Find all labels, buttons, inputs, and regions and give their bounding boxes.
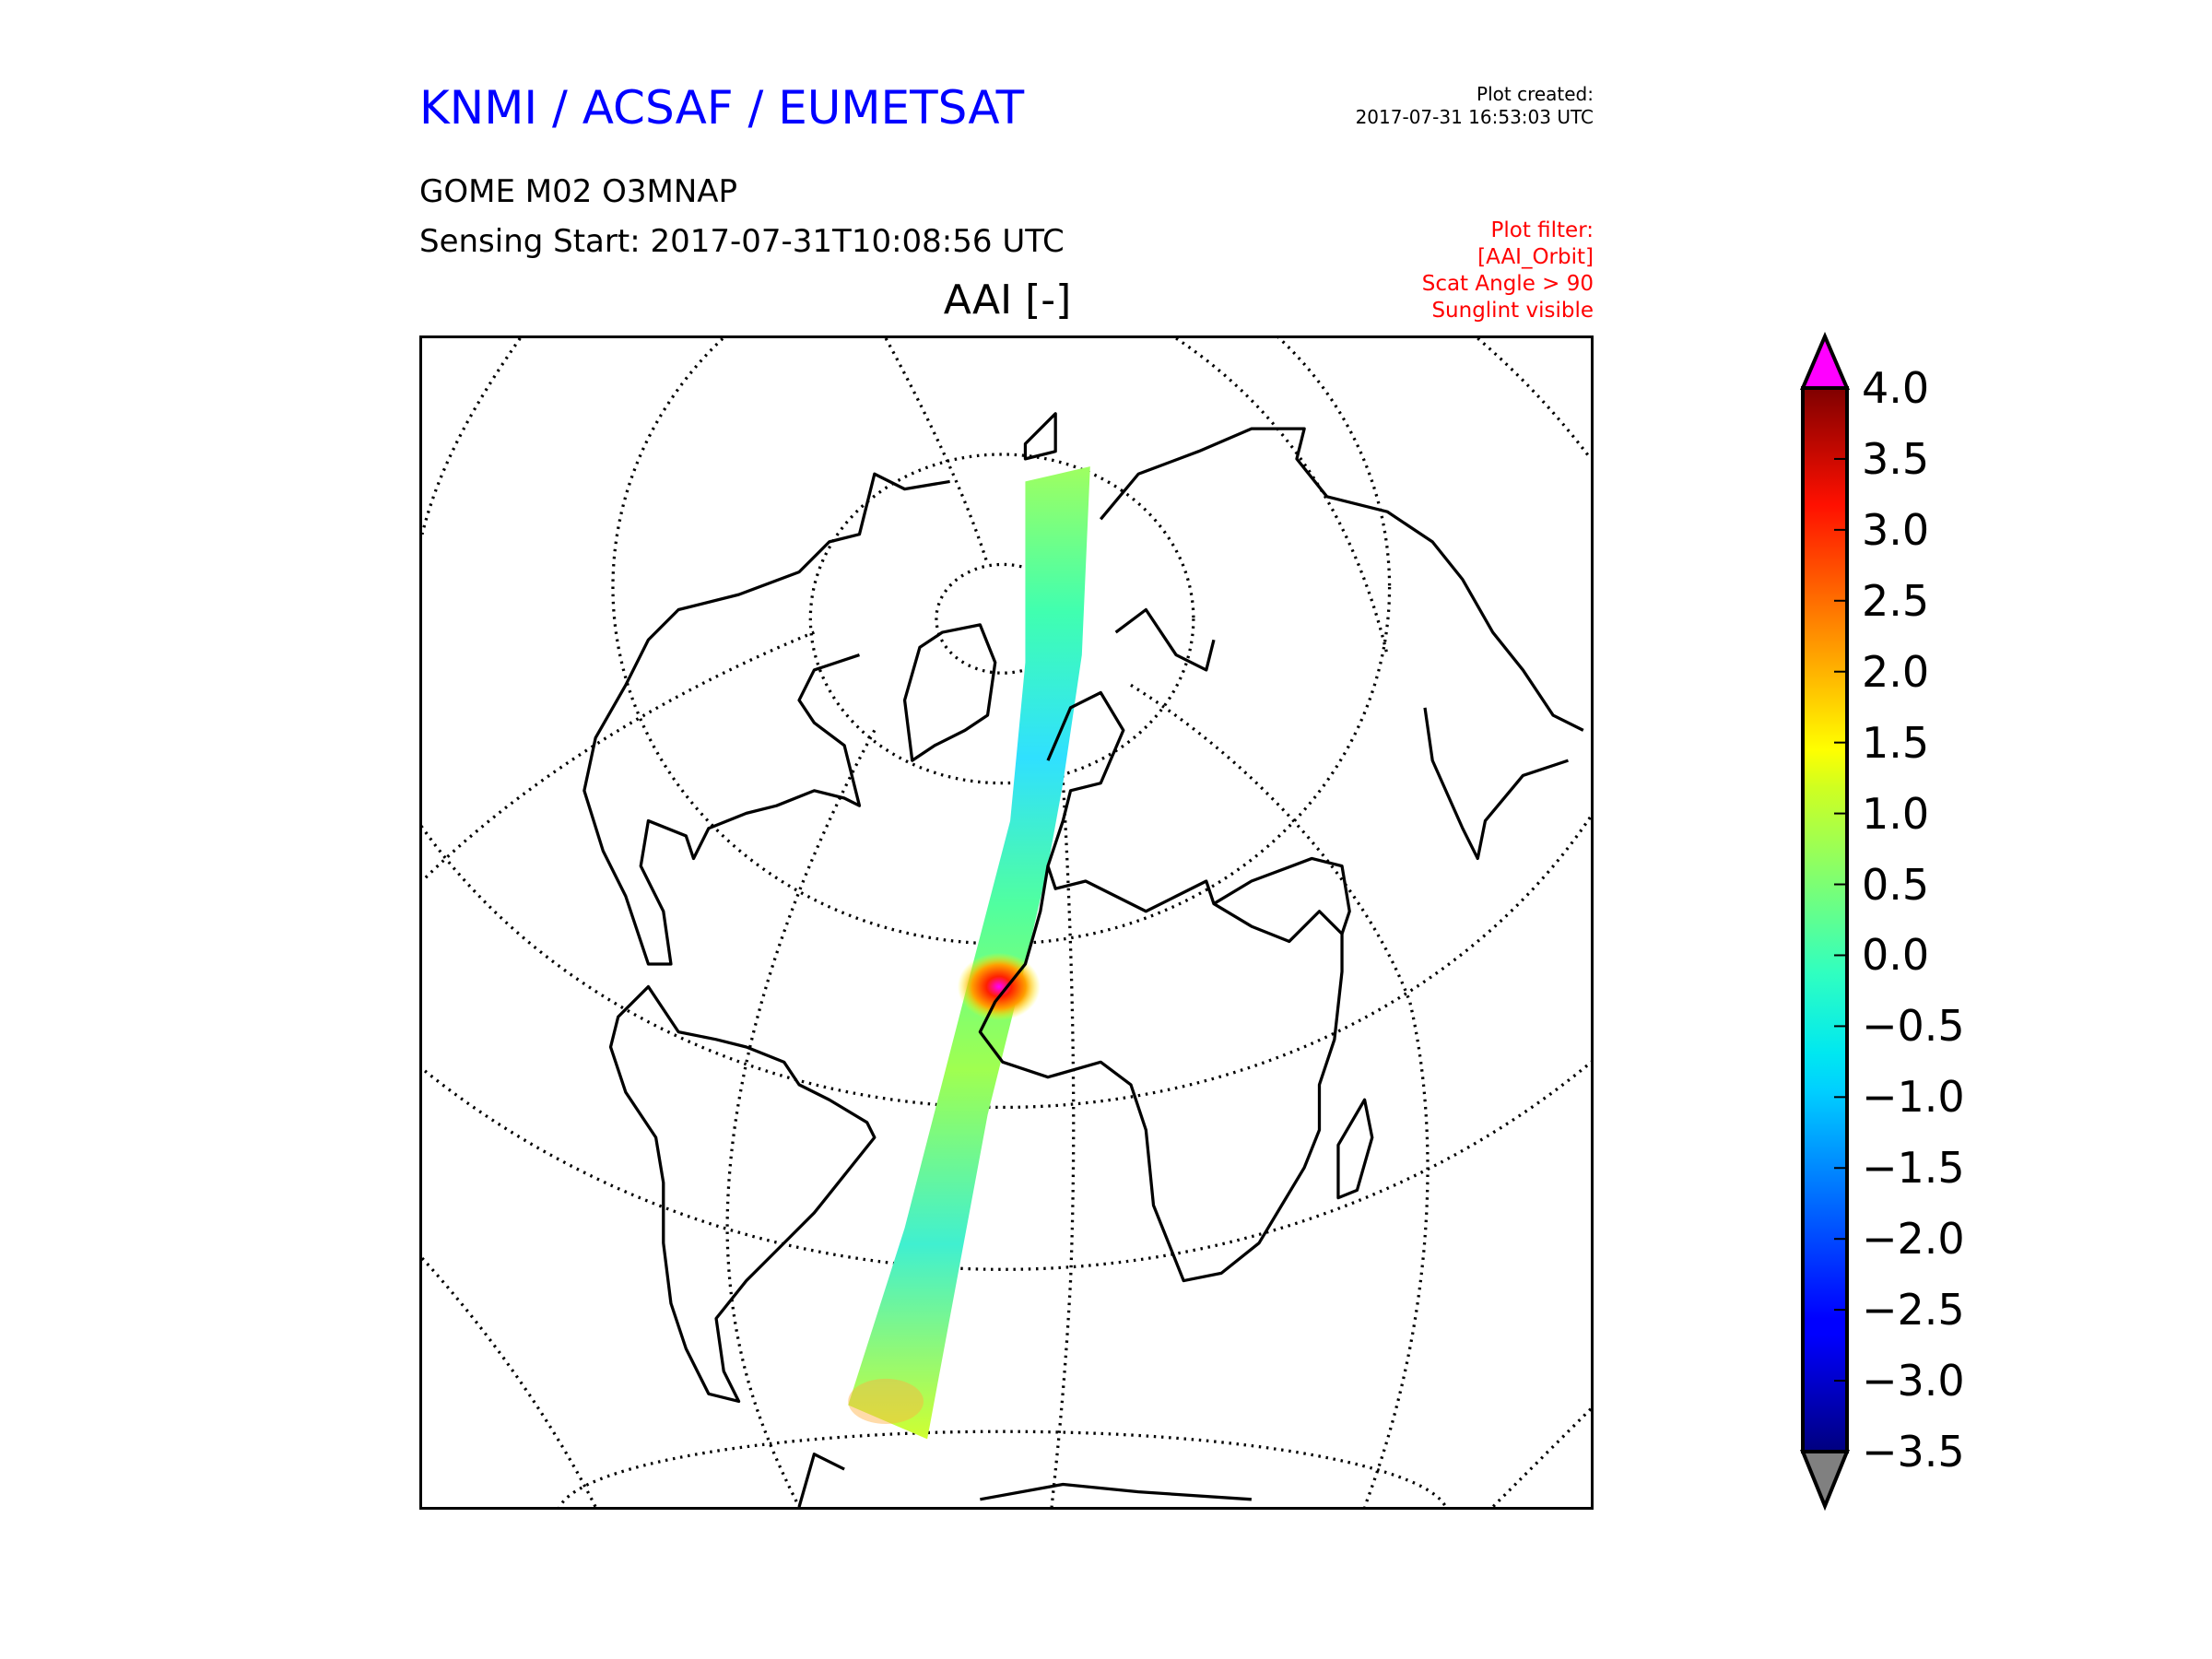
meridian-line <box>422 1256 597 1507</box>
coast-europe-africa <box>978 690 1344 1283</box>
meridian-line <box>1050 669 1076 1507</box>
agency-title: KNMI / ACSAF / EUMETSAT <box>419 81 1025 135</box>
plot-filter: Plot filter: [AAI_Orbit] Scat Angle > 90… <box>1422 218 1594 324</box>
plot-title: AAI [-] <box>943 276 1072 324</box>
meridian-line <box>884 338 990 565</box>
filter-line: [AAI_Orbit] <box>1477 245 1594 269</box>
coast-arabia-india <box>1213 707 1569 935</box>
dust-plume <box>957 952 1041 1021</box>
colorbar-tick-label: −1.5 <box>1862 1143 1965 1194</box>
meridian-line <box>1491 1407 1591 1507</box>
filter-line: Plot filter: <box>1490 218 1594 242</box>
parallel-line <box>808 453 1195 785</box>
colorbar-ticks <box>1834 387 1847 1453</box>
coast-scandinavia <box>1114 607 1216 672</box>
colorbar-tick-label: −3.0 <box>1862 1356 1965 1406</box>
colorbar-tick-label: 3.0 <box>1862 504 1930 555</box>
parallel-line <box>611 338 1392 946</box>
colorbar-tick-label: 2.0 <box>1862 646 1930 697</box>
colorbar-tick-label: 0.5 <box>1862 859 1930 910</box>
colorbar-tick-label: −2.5 <box>1862 1285 1965 1335</box>
graticule <box>422 338 1591 1507</box>
coast-antarctica <box>797 1453 1252 1507</box>
aai-swath <box>848 466 1090 1440</box>
product-name: GOME M02 O3MNAP <box>419 173 738 210</box>
coast-svalbard <box>1023 412 1057 461</box>
meridian-line <box>725 729 877 1507</box>
colorbar-under-triangle <box>1800 1450 1850 1512</box>
colorbar-tick-label: 2.5 <box>1862 575 1930 626</box>
colorbar-tick-label: 1.5 <box>1862 717 1930 768</box>
meridian-line <box>1477 338 1591 460</box>
filter-line: Sunglint visible <box>1431 299 1594 323</box>
colorbar-tick-label: −0.5 <box>1862 1001 1965 1052</box>
swath-edge-noise <box>848 1378 924 1425</box>
meridian-line <box>1130 683 1430 1507</box>
filter-line: Scat Angle > 90 <box>1421 272 1594 296</box>
colorbar-tick-label: 3.5 <box>1862 433 1930 484</box>
coastlines <box>582 412 1584 1507</box>
colorbar-tick-label: −3.5 <box>1862 1427 1965 1477</box>
colorbar-tick-label: 0.0 <box>1862 930 1930 981</box>
map-canvas <box>422 338 1591 1507</box>
coast-south-america <box>608 984 877 1404</box>
map-panel <box>419 335 1594 1510</box>
plot-created: Plot created: 2017-07-31 16:53:03 UTC <box>1356 83 1594 129</box>
colorbar-over-triangle <box>1799 332 1851 390</box>
meridian-line <box>1175 338 1389 655</box>
meridian-line <box>422 338 522 535</box>
parallel-line <box>422 1060 1591 1271</box>
coast-asia <box>1100 427 1584 732</box>
colorbar-tick-label: −1.0 <box>1862 1072 1965 1123</box>
sensing-start: Sensing Start: 2017-07-31T10:08:56 UTC <box>419 223 1065 260</box>
plot-created-value: 2017-07-31 16:53:03 UTC <box>1355 106 1594 128</box>
colorbar-tick-label: 4.0 <box>1862 363 1930 413</box>
coast-madagascar <box>1336 1098 1374 1200</box>
meridian-line <box>422 630 816 883</box>
coast-north-america <box>582 472 950 966</box>
colorbar-tick-label: −2.0 <box>1862 1214 1965 1265</box>
colorbar-gradient <box>1801 386 1849 1453</box>
colorbar <box>1799 332 1851 1512</box>
swath <box>848 466 1090 1440</box>
coast-greenland <box>902 623 997 762</box>
colorbar-tick-label: 1.0 <box>1862 788 1930 839</box>
plot-created-label: Plot created: <box>1477 83 1594 105</box>
